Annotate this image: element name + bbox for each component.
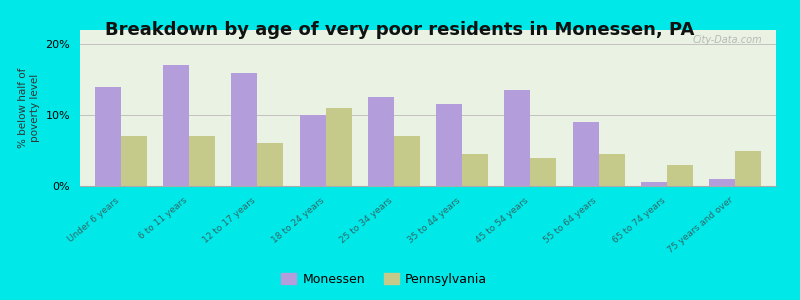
Bar: [231, 73, 258, 186]
Bar: [641, 182, 667, 186]
Bar: [300, 115, 326, 186]
Bar: [505, 90, 530, 186]
Bar: [163, 65, 189, 186]
Bar: [462, 154, 488, 186]
Text: Breakdown by age of very poor residents in Monessen, PA: Breakdown by age of very poor residents …: [106, 21, 694, 39]
Bar: [258, 143, 283, 186]
Bar: [95, 87, 121, 186]
Bar: [368, 98, 394, 186]
Bar: [667, 165, 693, 186]
Bar: [436, 104, 462, 186]
Bar: [573, 122, 598, 186]
Bar: [394, 136, 420, 186]
Bar: [326, 108, 351, 186]
Bar: [530, 158, 556, 186]
Bar: [735, 151, 761, 186]
Legend: Monessen, Pennsylvania: Monessen, Pennsylvania: [276, 268, 492, 291]
Bar: [189, 136, 215, 186]
Y-axis label: % below half of
poverty level: % below half of poverty level: [18, 68, 40, 148]
Bar: [121, 136, 147, 186]
Text: City-Data.com: City-Data.com: [693, 35, 762, 45]
Bar: [598, 154, 625, 186]
Bar: [709, 179, 735, 186]
